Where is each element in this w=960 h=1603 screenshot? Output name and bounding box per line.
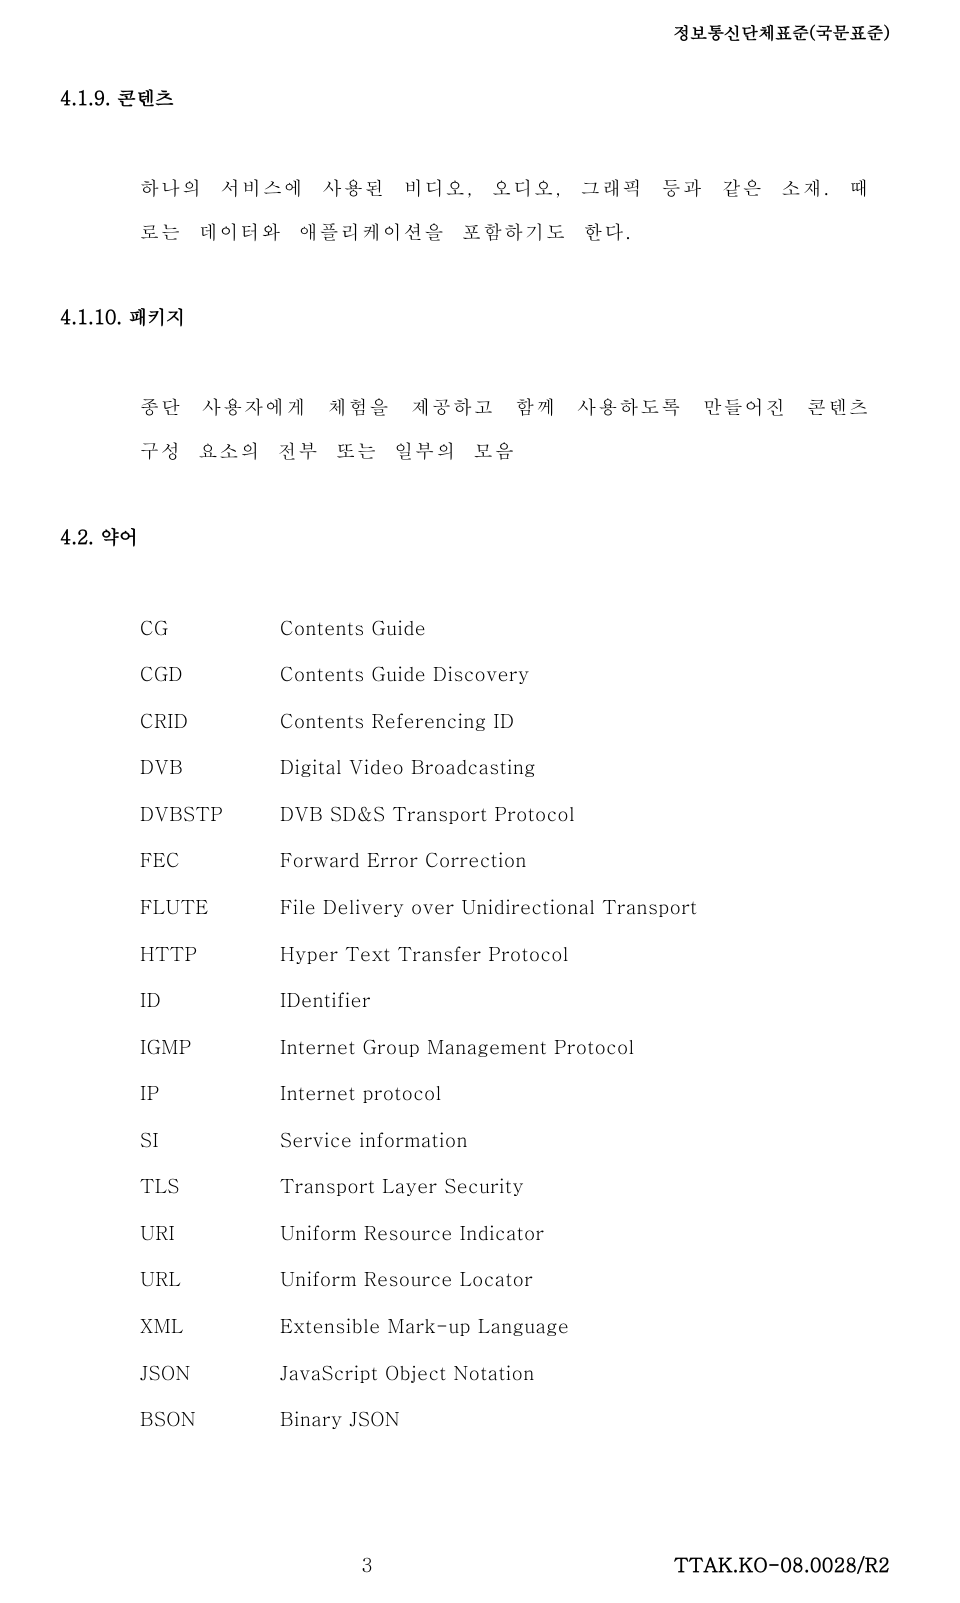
abbrev-row: FLUTEFile Delivery over Unidirectional T… <box>140 884 890 931</box>
abbrev-row: URIUniform Resource Indicator <box>140 1210 890 1257</box>
section-419-body: 하나의 서비스에 사용된 비디오, 오디오, 그래픽 등과 같은 소재. 때로는… <box>140 166 870 253</box>
page-number: 3 <box>361 1551 372 1578</box>
abbrev-row: DVBSTPDVB SD&S Transport Protocol <box>140 791 890 838</box>
document-code: TTAK.KO-08.0028/R2 <box>674 1551 890 1578</box>
section-419-num: 4.1.9. <box>60 84 111 111</box>
abbrev-term: CRID <box>140 698 280 745</box>
abbrev-row: IPInternet protocol <box>140 1070 890 1117</box>
abbrev-term: HTTP <box>140 931 280 978</box>
abbrev-row: CGContents Guide <box>140 605 890 652</box>
abbrev-definition: Uniform Resource Indicator <box>280 1210 890 1257</box>
section-419-title: 콘텐츠 <box>117 84 174 111</box>
abbrev-definition: Internet protocol <box>280 1070 890 1117</box>
abbrev-definition: Contents Guide Discovery <box>280 651 890 698</box>
section-4110-heading: 4.1.10. 패키지 <box>60 303 890 330</box>
abbrev-term: FLUTE <box>140 884 280 931</box>
abbrev-term: ID <box>140 977 280 1024</box>
abbrev-row: IGMPInternet Group Management Protocol <box>140 1024 890 1071</box>
abbrev-term: URI <box>140 1210 280 1257</box>
abbrev-row: CGDContents Guide Discovery <box>140 651 890 698</box>
abbrev-term: CG <box>140 605 280 652</box>
abbrev-definition: Service information <box>280 1117 890 1164</box>
abbrev-definition: Uniform Resource Locator <box>280 1256 890 1303</box>
abbrev-term: IP <box>140 1070 280 1117</box>
abbrev-definition: JavaScript Object Notation <box>280 1350 890 1397</box>
abbrev-term: IGMP <box>140 1024 280 1071</box>
abbrev-term: TLS <box>140 1163 280 1210</box>
abbrev-definition: Forward Error Correction <box>280 837 890 884</box>
abbrev-term: XML <box>140 1303 280 1350</box>
abbrev-definition: Internet Group Management Protocol <box>280 1024 890 1071</box>
section-419-heading: 4.1.9. 콘텐츠 <box>60 84 890 111</box>
section-4110-body: 종단 사용자에게 체험을 제공하고 함께 사용하도록 만들어진 콘텐츠 구성 요… <box>140 385 870 472</box>
abbrev-row: BSONBinary JSON <box>140 1396 890 1443</box>
page-footer: 3 TTAK.KO-08.0028/R2 <box>0 1551 960 1578</box>
section-42-heading: 4.2. 약어 <box>60 523 890 550</box>
abbrev-definition: Digital Video Broadcasting <box>280 744 890 791</box>
abbrev-definition: Contents Referencing ID <box>280 698 890 745</box>
abbrev-definition: Hyper Text Transfer Protocol <box>280 931 890 978</box>
abbrev-definition: Binary JSON <box>280 1396 890 1443</box>
section-42-title: 약어 <box>100 523 138 550</box>
abbrev-term: URL <box>140 1256 280 1303</box>
abbrev-definition: Contents Guide <box>280 605 890 652</box>
abbrev-row: TLSTransport Layer Security <box>140 1163 890 1210</box>
abbrev-row: SIService information <box>140 1117 890 1164</box>
abbrev-definition: Transport Layer Security <box>280 1163 890 1210</box>
section-4110-title: 패키지 <box>128 303 185 330</box>
abbrev-definition: DVB SD&S Transport Protocol <box>280 791 890 838</box>
abbrev-row: URLUniform Resource Locator <box>140 1256 890 1303</box>
abbrev-row: XMLExtensible Mark-up Language <box>140 1303 890 1350</box>
abbrev-term: JSON <box>140 1350 280 1397</box>
abbrev-row: HTTPHyper Text Transfer Protocol <box>140 931 890 978</box>
abbrev-term: DVB <box>140 744 280 791</box>
abbreviation-list: CGContents GuideCGDContents Guide Discov… <box>140 605 890 1443</box>
abbrev-definition: Extensible Mark-up Language <box>280 1303 890 1350</box>
abbrev-term: CGD <box>140 651 280 698</box>
abbrev-term: BSON <box>140 1396 280 1443</box>
abbrev-definition: File Delivery over Unidirectional Transp… <box>280 884 890 931</box>
section-4110-num: 4.1.10. <box>60 303 122 330</box>
abbrev-row: FECForward Error Correction <box>140 837 890 884</box>
abbrev-definition: IDentifier <box>280 977 890 1024</box>
abbrev-term: SI <box>140 1117 280 1164</box>
abbrev-row: DVBDigital Video Broadcasting <box>140 744 890 791</box>
abbrev-term: FEC <box>140 837 280 884</box>
abbrev-row: JSONJavaScript Object Notation <box>140 1350 890 1397</box>
abbrev-row: CRIDContents Referencing ID <box>140 698 890 745</box>
section-42-num: 4.2. <box>60 523 94 550</box>
header-standard-label: 정보통신단체표준(국문표준) <box>60 20 890 44</box>
abbrev-row: IDIDentifier <box>140 977 890 1024</box>
abbrev-term: DVBSTP <box>140 791 280 838</box>
